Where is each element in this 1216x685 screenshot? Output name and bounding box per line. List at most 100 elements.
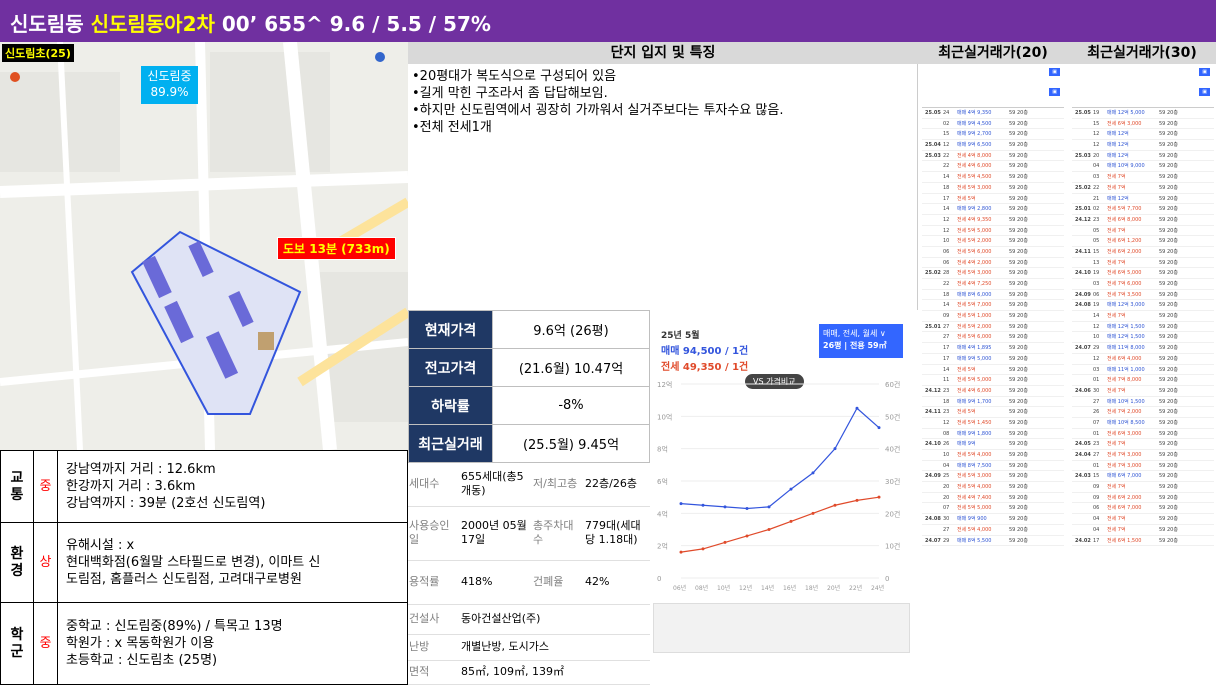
- tx-row: 03 전세 7억 6,000 59 20층: [1072, 279, 1214, 290]
- detail-value: 418%: [460, 560, 532, 605]
- detail-key: 저/최고층: [532, 462, 584, 507]
- info-line: 유해시설 : x: [66, 538, 135, 553]
- series-line: [680, 496, 880, 553]
- data-point: [767, 528, 771, 531]
- tx-row: 24.09 25 전세 5억 3,000 59 20층: [922, 471, 1064, 483]
- walk-distance-tag: 도보 13분 (733m): [277, 237, 396, 260]
- tx-row: 01 전세 6억 3,000 59 20층: [1072, 429, 1214, 440]
- grade-environment: 상: [33, 522, 58, 603]
- data-point: [745, 506, 749, 510]
- tx-row: 15 매매 9억 2,700 59 20층: [922, 129, 1064, 141]
- price-label: 하락률: [408, 386, 493, 425]
- tx-row: 13 전세 7억 59 20층: [1072, 258, 1214, 269]
- tx-row: 24.09 06 전세 7억 3,500 59 20층: [1072, 290, 1214, 301]
- grade-school: 중: [33, 602, 58, 685]
- tx-row: 25.02 28 전세 5억 3,000 59 20층: [922, 268, 1064, 279]
- data-point: [767, 505, 771, 509]
- x-tick-label: 14년: [761, 584, 774, 592]
- info-line: 초등학교 : 신도림초 (25명): [66, 653, 218, 668]
- price-table: 현재가격 9.6억 (26평) 전고가격 (21.6월) 10.47억 하락률 -8%…: [408, 310, 650, 463]
- tx-row: 25.03 20 매매 12억 59 20층: [1072, 151, 1214, 162]
- detail-key: 세대수: [408, 462, 460, 507]
- compare-button[interactable]: VS 가격비교: [745, 374, 804, 389]
- chart-footer: [653, 603, 910, 653]
- series-line: [680, 407, 880, 510]
- filter-box[interactable]: 매매, 전세, 월세 ∨ 26평 | 전용 59㎡: [819, 324, 903, 358]
- data-point: [723, 505, 727, 509]
- tx-left-title: 최근실거래가(20): [918, 42, 1068, 64]
- tx-row: 25.03 22 전세 4억 8,000 59 20층: [922, 151, 1064, 162]
- x-tick-label: 16년: [783, 584, 796, 592]
- info-line: 한강까지 거리 : 3.6km: [66, 479, 196, 494]
- tx-row: 12 매매 12억 59 20층: [1072, 140, 1214, 151]
- tx-right-button-1[interactable]: ▣: [1199, 68, 1210, 76]
- tx-row: 12 매매 12억 59 20층: [1072, 129, 1214, 141]
- feature-line: •전체 전세1개: [412, 120, 492, 135]
- price-value: -8%: [492, 386, 650, 425]
- detail-value: 42%: [584, 560, 650, 605]
- tx-row: 25.01 02 전세 5억 7,700 59 20층: [1072, 204, 1214, 215]
- detail-value: 22층/26층: [584, 462, 650, 507]
- filter-label: 매매, 전세, 월세 ∨: [823, 329, 886, 338]
- tx-row: 24.05 23 전세 7억 59 20층: [1072, 439, 1214, 450]
- x-tick-label: 20년: [827, 584, 840, 592]
- price-row: 하락률 -8%: [408, 386, 650, 425]
- detail-key: 건폐율: [532, 560, 584, 605]
- price-row: 전고가격 (21.6월) 10.47억: [408, 348, 650, 387]
- detail-value: 개별난방, 도시가스: [460, 634, 650, 661]
- detail-value: 2000년 05월 17일: [460, 506, 532, 561]
- price-label: 최근실거래: [408, 424, 493, 463]
- data-point: [745, 534, 749, 538]
- tx-row: 04 매매 8억 7,500 59 20층: [922, 461, 1064, 472]
- district-name: 신도림동: [10, 12, 84, 36]
- x-tick-label: 08년: [695, 584, 708, 592]
- y2-tick-label: 60건: [885, 380, 900, 389]
- tx-row: 24.06 30 전세 7억 59 20층: [1072, 386, 1214, 397]
- feature-body: •20평대가 복도식으로 구성되어 있음 •길게 막힌 구조라서 좀 답답해보임…: [408, 64, 918, 310]
- tx-left-list[interactable]: ▣ ▣ 25.05 24 매매 4억 9,350 59 20층 02 매매 9억 4,50…: [922, 64, 1064, 684]
- detail-key: 사용승인일: [408, 506, 460, 561]
- tx-row: 25.05 24 매매 4억 9,350 59 20층: [922, 108, 1064, 119]
- tx-row: 20 전세 4억 7,400 59 20층: [922, 493, 1064, 504]
- tx-row: 10 전세 5억 4,000 59 20층: [922, 450, 1064, 461]
- data-point: [701, 547, 705, 551]
- data-point: [811, 471, 815, 475]
- x-tick-label: 06년: [673, 584, 686, 592]
- data-point: [789, 487, 793, 491]
- x-tick-label: 24년: [871, 584, 884, 592]
- price-chart[interactable]: 25년 5월 매매 94,500 / 1건 전세 49,350 / 1건 매매,…: [653, 314, 910, 597]
- detail-key: 난방: [408, 634, 460, 661]
- chart-jeonse: 전세 49,350 / 1건: [661, 362, 749, 373]
- data-point: [877, 495, 881, 499]
- y-tick-label: 8억: [657, 446, 668, 454]
- tx-row: 07 매매 10억 8,500 59 20층: [1072, 418, 1214, 429]
- tx-row: 17 전세 5억 59 20층: [922, 194, 1064, 205]
- tx-row: 07 전세 5억 5,000 59 20층: [922, 503, 1064, 515]
- tx-row: 24.08 30 매매 9억 900 59 20층: [922, 514, 1064, 525]
- detail-value: 85㎡, 109㎡, 139㎡: [460, 660, 650, 685]
- detail-key: 면적: [408, 660, 460, 685]
- tx-row: 03 전세 7억 59 20층: [1072, 172, 1214, 183]
- location-map[interactable]: 신도림초(25) 신도림중 89.9% 도보 13분 (733m): [0, 42, 408, 450]
- tx-row: 24.02 17 전세 6억 1,500 59 20층: [1072, 536, 1214, 547]
- data-point: [833, 447, 837, 451]
- tx-row: 14 전세 5억 4,500 59 20층: [922, 172, 1064, 183]
- tx-right-list[interactable]: ▣ ▣ 25.05 19 매매 12억 5,000 59 20층 15 전세 6억 3,0…: [1072, 64, 1214, 684]
- tx-left-button-2[interactable]: ▣: [1049, 88, 1060, 96]
- info-line: 도림점, 홈플러스 신도림점, 고려대구로병원: [66, 572, 302, 587]
- tx-row: 22 전세 4억 6,000 59 20층: [922, 161, 1064, 173]
- middle-school-name: 신도림중: [147, 69, 192, 83]
- data-point: [679, 550, 683, 554]
- tx-right-button-2[interactable]: ▣: [1199, 88, 1210, 96]
- info-line: 강남역까지 거리 : 12.6km: [66, 462, 216, 477]
- grade-transport: 중: [33, 450, 58, 523]
- chart-svg: 0 0 2억 10건 4억 20건 6억 30건 8억 40건 10억 50건 12억 60건 06년 08년…: [657, 380, 900, 592]
- tx-row: 14 전세 5억 7,000 59 20층: [922, 300, 1064, 312]
- tx-left-summary: ▣ ▣: [922, 64, 1064, 108]
- tx-row: 09 전세 5억 1,000 59 20층: [922, 311, 1064, 322]
- price-row: 현재가격 9.6억 (26평): [408, 310, 650, 349]
- tx-left-button-1[interactable]: ▣: [1049, 68, 1060, 76]
